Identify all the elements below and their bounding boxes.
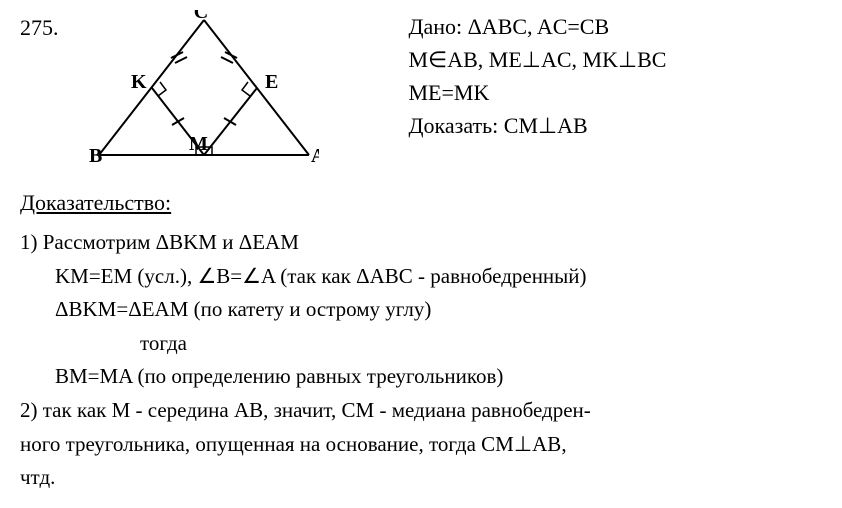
label-M: M bbox=[189, 133, 208, 155]
label-C: C bbox=[193, 10, 207, 23]
problem-number: 275. bbox=[20, 15, 59, 170]
proof-heading: Доказательство: bbox=[20, 190, 822, 216]
given-line-4: Доказать: CM⊥AB bbox=[409, 109, 667, 142]
label-K: K bbox=[131, 71, 147, 93]
proof-line-8: чтд. bbox=[20, 461, 822, 495]
figure: B C A K E M bbox=[89, 10, 319, 170]
proof-line-6: 2) так как M - середина AB, значит, CM -… bbox=[20, 394, 822, 428]
given-line-3: ME=MK bbox=[409, 76, 667, 109]
proof-line-4: тогда bbox=[140, 327, 822, 361]
label-B: B bbox=[89, 145, 102, 167]
top-section: 275. bbox=[20, 10, 822, 170]
given-section: Дано: ΔABC, AC=CB M∈AB, ME⊥AC, MK⊥BC ME=… bbox=[409, 10, 667, 170]
proof-body: 1) Рассмотрим ΔBKM и ΔEAM KM=EM (усл.), … bbox=[20, 226, 822, 495]
proof-line-7: ного треугольника, опущенная на основани… bbox=[20, 428, 822, 462]
proof-line-1: 1) Рассмотрим ΔBKM и ΔEAM bbox=[20, 226, 822, 260]
proof-line-5: BM=MA (по определению равных треугольник… bbox=[55, 360, 822, 394]
proof-line-2: KM=EM (усл.), ∠B=∠A (так как ΔABC - равн… bbox=[55, 260, 822, 294]
given-line-2: M∈AB, ME⊥AC, MK⊥BC bbox=[409, 43, 667, 76]
label-E: E bbox=[265, 71, 278, 93]
given-line-1: Дано: ΔABC, AC=CB bbox=[409, 10, 667, 43]
label-A: A bbox=[311, 145, 319, 167]
proof-line-3: ΔBKM=ΔEAM (по катету и острому углу) bbox=[55, 293, 822, 327]
